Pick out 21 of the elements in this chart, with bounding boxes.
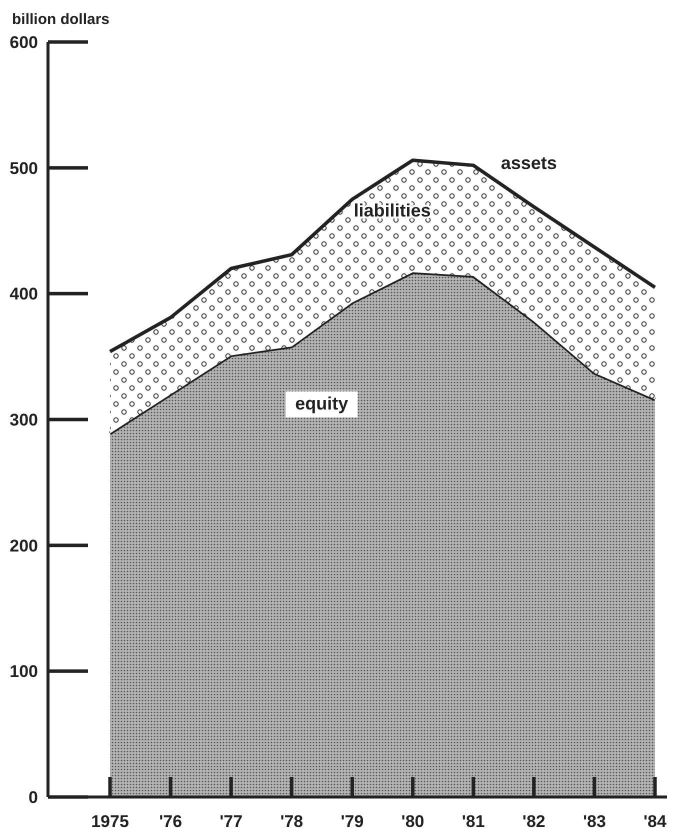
y-tick-label: 600 xyxy=(10,33,38,52)
x-tick-label: '82 xyxy=(522,812,546,831)
x-tick-label: '81 xyxy=(462,812,485,831)
annotation: assets xyxy=(500,152,557,173)
x-tick-label: '80 xyxy=(401,812,424,831)
x-tick-label: '79 xyxy=(340,812,364,831)
x-tick-label: '84 xyxy=(644,812,668,831)
series-label: equity xyxy=(295,393,348,414)
y-axis-title: billion dollars xyxy=(12,11,110,28)
x-tick-label: '78 xyxy=(280,812,304,831)
series-label: liabilities xyxy=(354,200,431,220)
y-tick-label: 100 xyxy=(10,662,38,682)
y-tick-label: 200 xyxy=(10,536,38,556)
y-tick-label: 500 xyxy=(10,158,38,178)
y-tick-label: 300 xyxy=(10,410,38,430)
y-tick-label: 0 xyxy=(28,788,38,807)
x-tick-label: '83 xyxy=(582,812,606,831)
x-tick-label: '77 xyxy=(220,812,243,831)
x-tick-label: '76 xyxy=(159,812,182,831)
y-tick-label: 400 xyxy=(10,284,38,304)
x-tick-label: 1975 xyxy=(91,812,129,831)
